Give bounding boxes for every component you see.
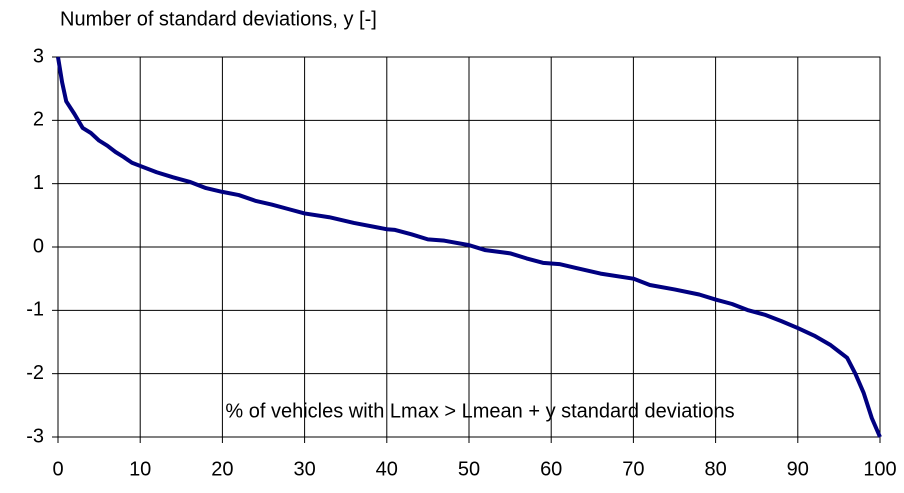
x-tick-label: 60 [540, 458, 562, 480]
chart-title: Number of standard deviations, y [-] [60, 8, 377, 30]
x-tick-label: 70 [622, 458, 644, 480]
x-tick-label: 10 [129, 458, 151, 480]
x-tick-label: 50 [458, 458, 480, 480]
annotation: % of vehicles with Lmax > Lmean + y stan… [225, 400, 734, 422]
x-tick-label: 0 [52, 458, 63, 480]
x-tick-label: 30 [293, 458, 315, 480]
data-line [56, 56, 882, 438]
y-tick-label: 0 [33, 235, 44, 257]
x-tick-label: 20 [211, 458, 233, 480]
x-tick-label: 80 [704, 458, 726, 480]
y-tick-label: 3 [33, 45, 44, 67]
y-tick-label: -3 [26, 425, 44, 447]
x-tick-label: 100 [863, 458, 896, 480]
x-tick-label: 90 [787, 458, 809, 480]
y-tick-label: 1 [33, 172, 44, 194]
y-tick-label: -2 [26, 362, 44, 384]
x-tick-label: 40 [376, 458, 398, 480]
y-tick-label: -1 [26, 299, 44, 321]
y-tick-label: 2 [33, 109, 44, 131]
